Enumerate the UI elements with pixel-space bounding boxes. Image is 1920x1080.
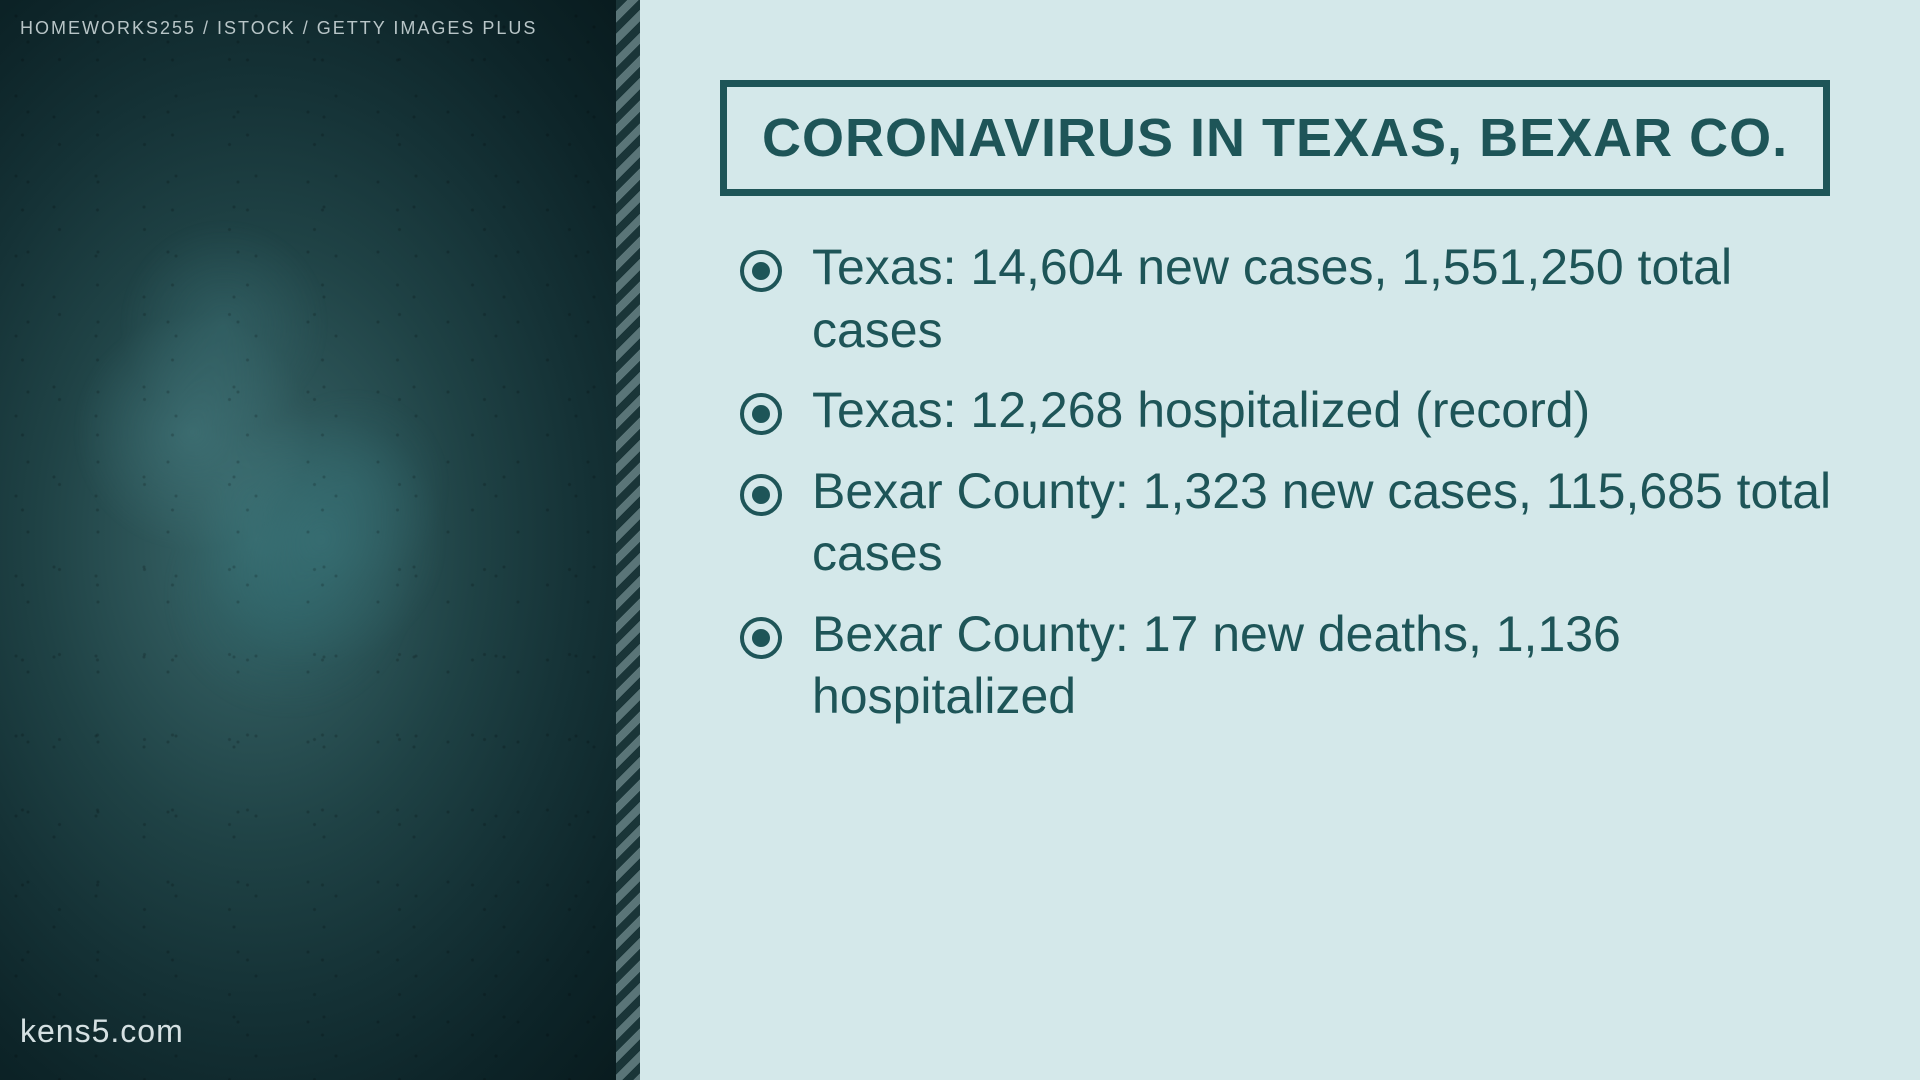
station-watermark: kens5.com (20, 1013, 184, 1050)
left-background-panel: HOMEWORKS255 / ISTOCK / GETTY IMAGES PLU… (0, 0, 640, 1080)
bullet-text: Bexar County: 1,323 new cases, 115,685 t… (812, 460, 1860, 585)
bullet-item: Bexar County: 1,323 new cases, 115,685 t… (740, 460, 1860, 585)
bullet-text: Texas: 14,604 new cases, 1,551,250 total… (812, 236, 1860, 361)
virus-background-dots (0, 0, 640, 1080)
bullet-marker-icon (740, 617, 782, 659)
bullet-item: Texas: 12,268 hospitalized (record) (740, 379, 1860, 442)
bullet-text: Bexar County: 17 new deaths, 1,136 hospi… (812, 603, 1860, 728)
title-box: CORONAVIRUS IN TEXAS, BEXAR CO. (720, 80, 1830, 196)
bullet-marker-icon (740, 393, 782, 435)
image-credit: HOMEWORKS255 / ISTOCK / GETTY IMAGES PLU… (20, 18, 537, 39)
bullet-item: Texas: 14,604 new cases, 1,551,250 total… (740, 236, 1860, 361)
panel-title: CORONAVIRUS IN TEXAS, BEXAR CO. (762, 107, 1788, 169)
bullet-marker-icon (740, 250, 782, 292)
main-container: HOMEWORKS255 / ISTOCK / GETTY IMAGES PLU… (0, 0, 1920, 1080)
bullet-text: Texas: 12,268 hospitalized (record) (812, 379, 1590, 442)
bullet-list: Texas: 14,604 new cases, 1,551,250 total… (720, 236, 1860, 728)
panel-divider-stripes (616, 0, 640, 1080)
bullet-item: Bexar County: 17 new deaths, 1,136 hospi… (740, 603, 1860, 728)
info-panel: CORONAVIRUS IN TEXAS, BEXAR CO. Texas: 1… (640, 0, 1920, 1080)
bullet-marker-icon (740, 474, 782, 516)
